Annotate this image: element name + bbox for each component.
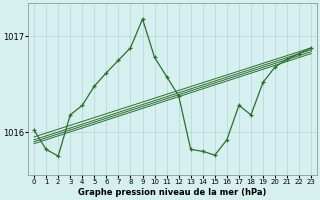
X-axis label: Graphe pression niveau de la mer (hPa): Graphe pression niveau de la mer (hPa)	[78, 188, 267, 197]
